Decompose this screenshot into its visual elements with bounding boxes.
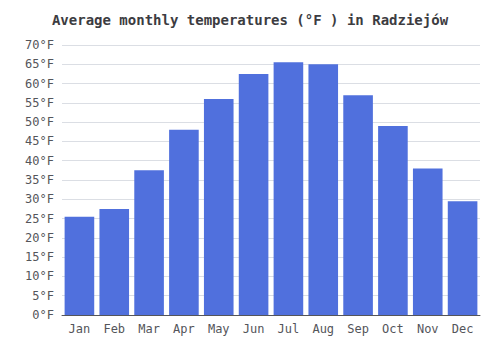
svg-text:65°F: 65°F xyxy=(25,57,54,71)
svg-text:Feb: Feb xyxy=(103,322,125,336)
svg-text:25°F: 25°F xyxy=(25,212,54,226)
svg-text:Jun: Jun xyxy=(243,322,265,336)
svg-text:Average monthly temperatures (: Average monthly temperatures (°F ) in Ra… xyxy=(52,12,449,28)
svg-text:Mar: Mar xyxy=(138,322,160,336)
svg-text:Dec: Dec xyxy=(452,322,474,336)
svg-text:45°F: 45°F xyxy=(25,134,54,148)
svg-text:55°F: 55°F xyxy=(25,96,54,110)
svg-text:20°F: 20°F xyxy=(25,231,54,245)
svg-text:Nov: Nov xyxy=(417,322,439,336)
svg-text:70°F: 70°F xyxy=(25,38,54,52)
svg-text:May: May xyxy=(208,322,230,336)
svg-text:35°F: 35°F xyxy=(25,173,54,187)
svg-text:Jul: Jul xyxy=(278,322,300,336)
svg-text:40°F: 40°F xyxy=(25,154,54,168)
svg-text:50°F: 50°F xyxy=(25,115,54,129)
svg-text:Sep: Sep xyxy=(347,322,369,336)
svg-text:0°F: 0°F xyxy=(32,308,54,322)
svg-text:Apr: Apr xyxy=(173,322,195,336)
svg-text:5°F: 5°F xyxy=(32,289,54,303)
svg-text:Aug: Aug xyxy=(312,322,334,336)
svg-text:60°F: 60°F xyxy=(25,77,54,91)
svg-text:Oct: Oct xyxy=(382,322,404,336)
svg-text:15°F: 15°F xyxy=(25,250,54,264)
svg-text:10°F: 10°F xyxy=(25,269,54,283)
svg-text:Jan: Jan xyxy=(69,322,91,336)
svg-text:30°F: 30°F xyxy=(25,192,54,206)
